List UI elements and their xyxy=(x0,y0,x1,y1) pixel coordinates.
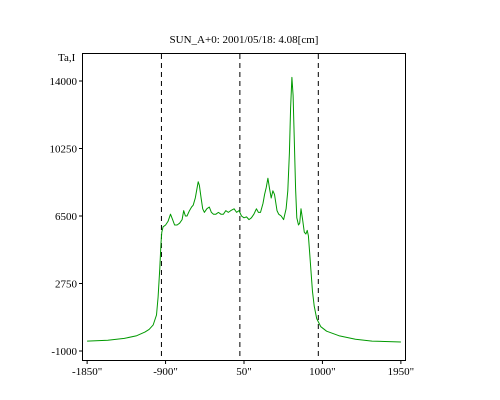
chart-title: SUN_A+0: 2001/05/18: 4.08[cm] xyxy=(170,34,319,46)
x-tick-label: -1850" xyxy=(72,366,102,378)
y-tick-label: 6500 xyxy=(55,211,78,223)
series-layer xyxy=(87,76,401,343)
y-tick-label: 2750 xyxy=(55,279,78,291)
y-ticks: 14000 10250 6500 2750 -1000 xyxy=(50,76,83,358)
y-tick-label: 14000 xyxy=(50,76,78,88)
x-tick-label: 50" xyxy=(236,366,252,378)
y-axis-label: Ta,I xyxy=(58,52,76,64)
reference-lines xyxy=(160,54,319,360)
plot-frame xyxy=(82,53,406,361)
x-tick-label: 1950" xyxy=(388,366,415,378)
x-tick-label: 1000" xyxy=(309,366,336,378)
y-tick-label: -1000 xyxy=(51,346,77,358)
x-tick-label: -900" xyxy=(153,366,178,378)
y-tick-label: 10250 xyxy=(50,144,78,156)
series-line xyxy=(87,76,401,343)
x-ticks: -1850" -900" 50" 1000" 1950" xyxy=(72,360,414,378)
